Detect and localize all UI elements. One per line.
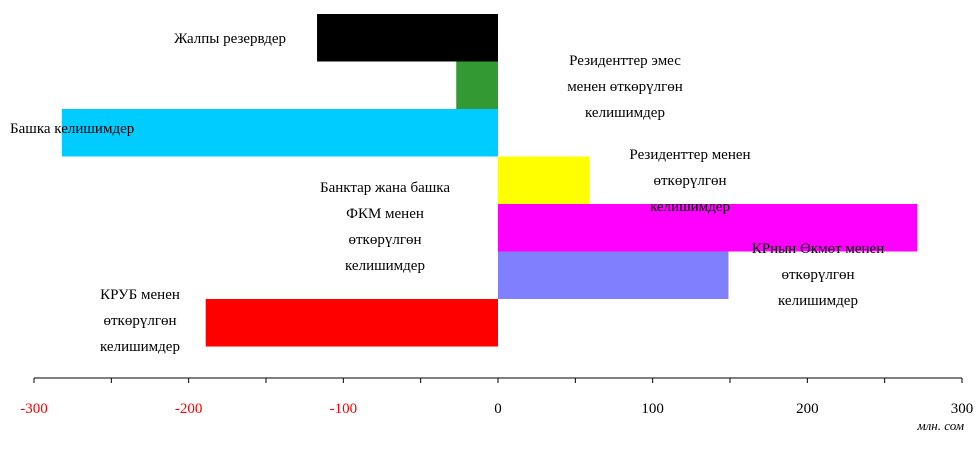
x-tick-label: -300: [20, 401, 48, 417]
x-tick-label: 200: [796, 401, 819, 417]
unit-label: млн. сом: [917, 418, 964, 433]
bar-label-nonresidents: Резиденттер эмес менен өткөрүлгөн келиши…: [567, 53, 683, 121]
x-tick-label: 100: [641, 401, 664, 417]
bar-label-residents: Резиденттер менен өткөрүлгөн келишимдер: [629, 147, 751, 215]
bar-6: [205, 299, 498, 347]
bar-label-government: КРнын Өкмөт менен өткөрүлгөн келишимдер: [751, 241, 885, 309]
x-tick-label: 0: [494, 401, 502, 417]
bar-1: [456, 61, 498, 109]
bar-label-banks-fcm: Банктар жана башка ФКМ менен өткөрүлгөн …: [319, 180, 451, 274]
bar-label-nbkr: КРУБ менен өткөрүлгөн келишимдер: [100, 287, 180, 355]
x-tick-label: -100: [330, 401, 358, 417]
bar-0: [317, 14, 498, 62]
bar-label-other-contracts: Башка келишимдер: [10, 121, 135, 137]
bar-5: [498, 251, 729, 299]
x-tick-label: -200: [175, 401, 203, 417]
bar-3: [498, 156, 590, 204]
bar-label-total-reserves: Жалпы резервдер: [173, 31, 287, 47]
x-tick-label: 300: [951, 401, 974, 417]
bar-4: [498, 204, 918, 252]
bar-2: [61, 109, 499, 157]
